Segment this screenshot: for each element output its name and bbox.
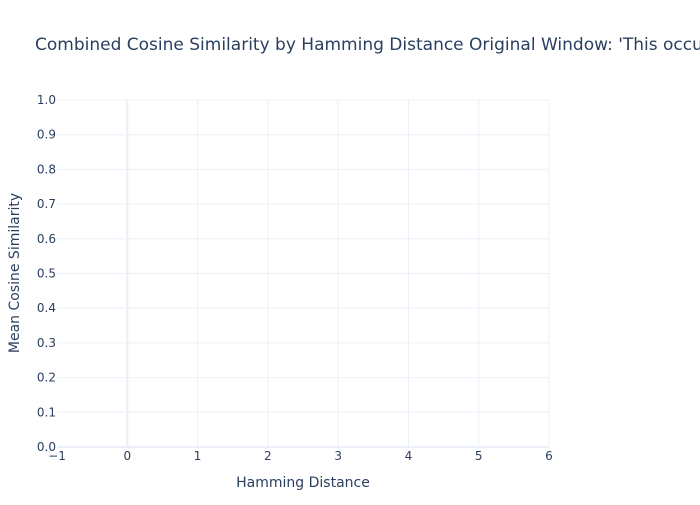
y-tick-label: 0.5 [37, 267, 56, 281]
y-tick-label: 0.8 [37, 162, 56, 176]
x-axis-title: Hamming Distance [236, 475, 370, 491]
y-tick-label: 0.9 [37, 128, 56, 142]
y-tick-label: 0.6 [37, 232, 56, 246]
x-tick-label: 1 [194, 449, 202, 463]
y-tick-label: 0.1 [37, 405, 56, 419]
y-tick-label: 0.3 [37, 336, 56, 350]
y-tick-label: 0.0 [37, 440, 56, 454]
y-tick-label: 0.4 [37, 301, 56, 315]
x-tick-label: 0 [123, 449, 131, 463]
y-tick-label: 0.7 [37, 197, 56, 211]
y-tick-label: 0.2 [37, 371, 56, 385]
x-axis-ticks: −1 0 1 2 3 4 5 6 [48, 449, 553, 463]
chart-title: Combined Cosine Similarity by Hamming Di… [35, 35, 700, 55]
x-tick-label: 2 [264, 449, 272, 463]
y-tick-label: 1.0 [37, 93, 56, 107]
x-tick-label: 6 [545, 449, 553, 463]
x-tick-label: 4 [405, 449, 413, 463]
x-tick-label: 5 [475, 449, 483, 463]
x-tick-label: 3 [334, 449, 342, 463]
y-axis-ticks: 0.0 0.1 0.2 0.3 0.4 0.5 0.6 0.7 0.8 0.9 1.0 [37, 93, 56, 454]
y-axis-title: Mean Cosine Similarity [7, 193, 23, 353]
x-tick-label: −1 [48, 449, 66, 463]
grid [57, 99, 550, 448]
